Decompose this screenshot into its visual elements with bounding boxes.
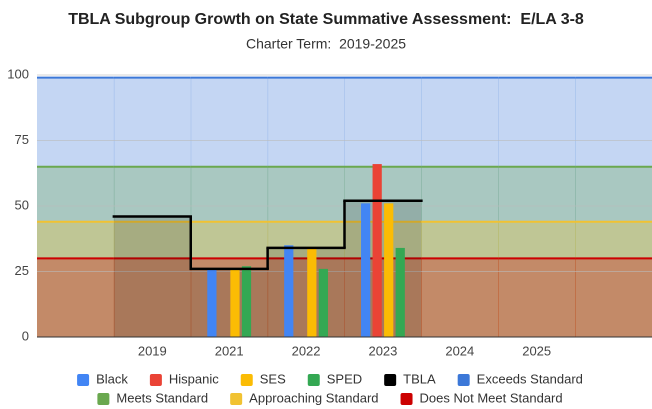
- chart-subtitle: Charter Term: 2019-2025: [246, 36, 406, 52]
- band-area: [575, 166, 652, 337]
- legend-swatch: [400, 393, 413, 405]
- band-area: [267, 221, 345, 337]
- x-tick-label: 2022: [292, 343, 321, 358]
- legend-label: Exceeds Standard: [477, 371, 583, 386]
- band-area: [190, 77, 269, 338]
- legend-swatch: [384, 374, 397, 386]
- stepped-area-fill: [344, 200, 422, 337]
- x-tick-label: 2023: [368, 343, 397, 358]
- legend-label: Does Not Meet Standard: [420, 390, 563, 405]
- chart-title: TBLA Subgroup Growth on State Summative …: [68, 11, 584, 28]
- band-area: [575, 221, 652, 337]
- band-area: [113, 221, 192, 337]
- band-area: [498, 166, 576, 337]
- legend-swatch: [240, 374, 253, 386]
- band-area: [421, 258, 499, 337]
- bar: [230, 268, 240, 337]
- legend-label: Approaching Standard: [249, 390, 378, 405]
- band-area: [344, 77, 422, 338]
- band-area: [421, 166, 499, 337]
- legend-swatch: [149, 374, 162, 386]
- stepped-area-fill: [190, 268, 268, 337]
- band-area: [421, 221, 499, 337]
- legend-label: Hispanic: [169, 371, 219, 386]
- stepped-area-fill: [113, 216, 191, 337]
- bar: [318, 268, 328, 337]
- band-area: [498, 221, 576, 337]
- bar: [284, 245, 294, 337]
- band-area: [498, 77, 576, 338]
- band-area: [267, 77, 345, 338]
- y-tick-label: 25: [15, 263, 29, 278]
- bar: [241, 266, 252, 337]
- band-area: [421, 77, 499, 338]
- legend-row: Black Hispanic SES SPED TBLA Exceeds Standard: [77, 371, 583, 386]
- legend-label: SPED: [327, 371, 362, 386]
- bar: [384, 203, 394, 337]
- band-area: [37, 166, 115, 337]
- band-area: [37, 258, 115, 337]
- legend-swatch: [307, 374, 320, 386]
- bar: [307, 247, 317, 337]
- legend-row: Meets Standard Approaching Standard Does N…: [97, 390, 563, 405]
- legend-label: SES: [260, 371, 286, 386]
- x-tick-label: 2021: [215, 343, 244, 358]
- band-area: [37, 77, 115, 338]
- band-area: [190, 166, 269, 337]
- y-tick-label: 75: [15, 132, 29, 147]
- bar: [361, 203, 371, 337]
- x-tick-label: 2025: [522, 343, 551, 358]
- band-area: [37, 221, 115, 337]
- band-area: [113, 77, 192, 338]
- legend-label: Meets Standard: [116, 390, 208, 405]
- y-tick-label: 50: [15, 197, 29, 212]
- legend-swatch: [230, 393, 243, 405]
- x-tick-label: 2024: [445, 343, 474, 358]
- bar: [395, 247, 405, 337]
- y-tick-label: 0: [22, 328, 29, 343]
- bar: [372, 164, 382, 337]
- band-area: [190, 221, 269, 337]
- legend-label: Black: [96, 371, 128, 386]
- band-area: [344, 221, 422, 337]
- bar: [207, 268, 217, 337]
- band-area: [267, 166, 345, 337]
- legend-swatch: [97, 393, 110, 405]
- legend-label: TBLA: [403, 371, 436, 386]
- band-area: [498, 258, 576, 337]
- band-area: [575, 77, 652, 338]
- stepped-area-fill: [267, 247, 345, 337]
- band-area: [113, 166, 192, 337]
- band-area: [344, 166, 422, 337]
- legend-swatch: [77, 374, 90, 386]
- band-area: [575, 258, 652, 337]
- legend-swatch: [457, 374, 470, 386]
- y-tick-label: 100: [7, 66, 29, 81]
- x-tick-label: 2019: [138, 343, 167, 358]
